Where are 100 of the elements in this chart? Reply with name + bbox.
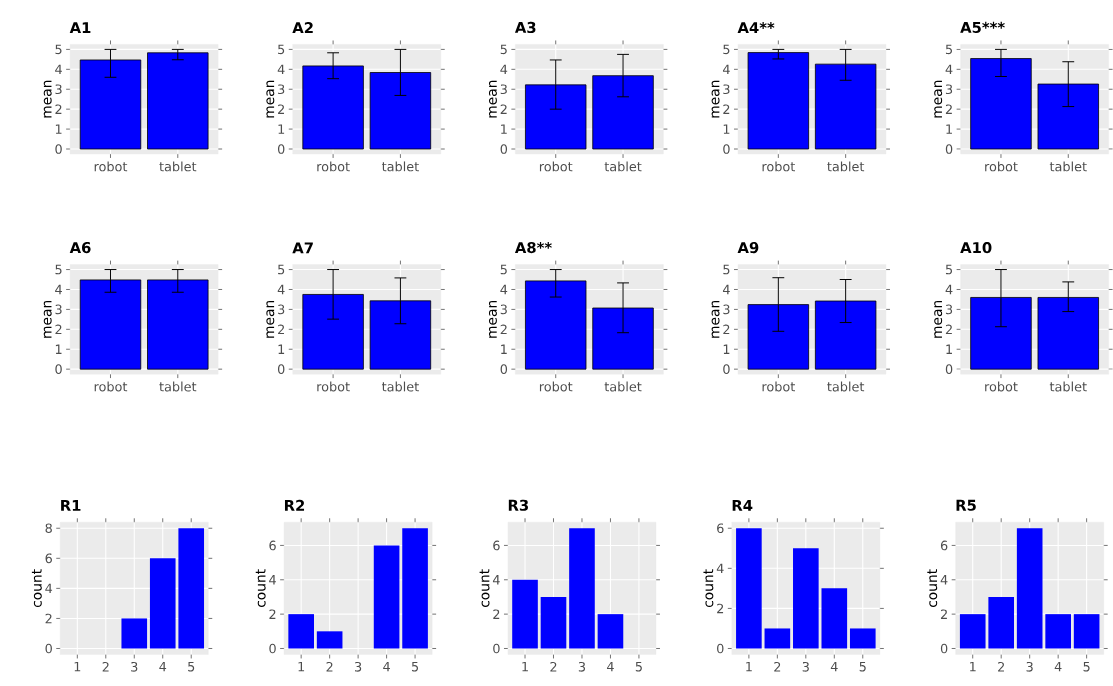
y-axis-title: mean: [43, 80, 52, 118]
y-tick-label: 1: [278, 344, 285, 354]
y-tick-label: 5: [945, 44, 953, 55]
y-axis-title: count: [255, 569, 266, 608]
y-tick-label: 2: [55, 104, 62, 114]
bar: [1045, 614, 1071, 649]
y-tick-label: 3: [278, 304, 285, 315]
y-axis-title: mean: [266, 300, 275, 338]
x-tick-label: robot: [985, 161, 1018, 172]
y-tick-label: 6: [940, 540, 948, 551]
bar: [569, 528, 595, 649]
x-tick-label: 2: [998, 661, 1004, 672]
y-tick-label: 3: [723, 84, 730, 95]
bar: [793, 548, 819, 649]
x-tick-label: tablet: [827, 161, 865, 172]
y-tick-label: 6: [717, 523, 724, 534]
y-tick-label: 2: [723, 104, 730, 114]
y-axis-title: count: [927, 569, 938, 608]
bar: [959, 614, 986, 649]
chart-title: A4**: [737, 21, 775, 33]
y-tick-label: 0: [55, 364, 62, 374]
x-tick-label: tablet: [381, 381, 419, 392]
y-tick-label: 4: [55, 284, 62, 295]
y-tick-label: 1: [278, 124, 285, 134]
y-axis-title: mean: [488, 80, 497, 118]
y-axis-title: mean: [266, 80, 275, 118]
y-tick-label: 2: [493, 609, 500, 619]
y-tick-label: 5: [723, 44, 730, 55]
y-tick-label: 6: [493, 540, 500, 551]
x-tick-label: 5: [859, 661, 866, 672]
chart-title: R2: [284, 499, 305, 511]
bar: [288, 614, 314, 649]
x-tick-label: 3: [131, 661, 138, 672]
x-tick-label: 3: [355, 661, 362, 672]
y-tick-label: 8: [45, 523, 52, 534]
y-axis-title: count: [703, 569, 714, 608]
y-tick-label: 0: [940, 643, 948, 654]
x-tick-label: tablet: [159, 161, 197, 172]
y-tick-label: 0: [45, 643, 52, 654]
x-tick-label: tablet: [1049, 161, 1087, 172]
y-axis-title: mean: [934, 300, 943, 338]
y-tick-label: 2: [278, 104, 284, 114]
chart-title: A2: [292, 21, 313, 33]
y-tick-label: 4: [500, 284, 508, 295]
y-tick-label: 5: [278, 264, 285, 275]
y-tick-label: 0: [723, 364, 730, 374]
y-tick-label: 0: [945, 144, 953, 154]
x-tick-label: tablet: [1049, 381, 1087, 392]
y-tick-label: 4: [55, 64, 62, 74]
x-tick-label: 5: [1083, 661, 1090, 672]
y-tick-label: 2: [500, 324, 507, 335]
x-tick-label: 4: [383, 661, 390, 672]
y-tick-label: 2: [278, 324, 284, 335]
y-tick-label: 2: [500, 104, 507, 114]
bar: [1073, 614, 1100, 649]
x-tick-label: 1: [522, 661, 528, 672]
y-tick-label: 4: [722, 284, 730, 295]
y-tick-label: 3: [723, 304, 730, 315]
x-tick-label: 3: [802, 661, 809, 672]
y-tick-label: 4: [500, 64, 508, 74]
y-tick-label: 2: [269, 609, 276, 619]
bar: [373, 545, 400, 649]
x-tick-label: tablet: [159, 381, 197, 392]
x-tick-label: 2: [550, 661, 557, 672]
bar: [540, 596, 567, 649]
y-axis-title: count: [479, 569, 490, 608]
y-tick-label: 0: [723, 144, 730, 154]
y-tick-label: 4: [722, 64, 730, 74]
x-tick-label: tablet: [604, 161, 642, 172]
chart-title: A1: [69, 22, 91, 33]
x-tick-label: robot: [985, 381, 1018, 392]
x-tick-label: 4: [1054, 661, 1062, 672]
chart-title: A6: [69, 241, 91, 254]
chart-title: A9: [737, 241, 759, 254]
x-tick-label: 5: [635, 661, 642, 672]
y-tick-label: 4: [940, 575, 948, 585]
x-tick-label: 2: [774, 661, 781, 672]
y-tick-label: 1: [55, 124, 62, 134]
y-tick-label: 2: [945, 324, 952, 335]
x-tick-label: 5: [188, 661, 195, 672]
bar: [821, 588, 848, 649]
chart-title: A10: [960, 241, 992, 254]
y-tick-label: 4: [45, 583, 53, 593]
x-tick-label: tablet: [604, 381, 642, 392]
y-tick-label: 6: [269, 540, 276, 551]
y-tick-label: 0: [717, 643, 724, 654]
y-tick-label: 4: [492, 575, 500, 585]
y-tick-label: 3: [500, 84, 507, 95]
x-tick-label: 1: [746, 661, 752, 672]
y-tick-label: 3: [55, 84, 62, 95]
chart-title: R4: [732, 500, 753, 511]
x-tick-label: robot: [762, 161, 795, 172]
y-tick-label: 1: [55, 344, 62, 354]
y-tick-label: 4: [277, 284, 285, 295]
x-tick-label: 4: [830, 661, 838, 672]
y-axis-title: mean: [934, 80, 943, 118]
bar: [178, 528, 205, 649]
chart-title: R5: [956, 499, 976, 511]
y-tick-label: 0: [277, 144, 285, 154]
x-tick-label: 4: [159, 661, 167, 672]
